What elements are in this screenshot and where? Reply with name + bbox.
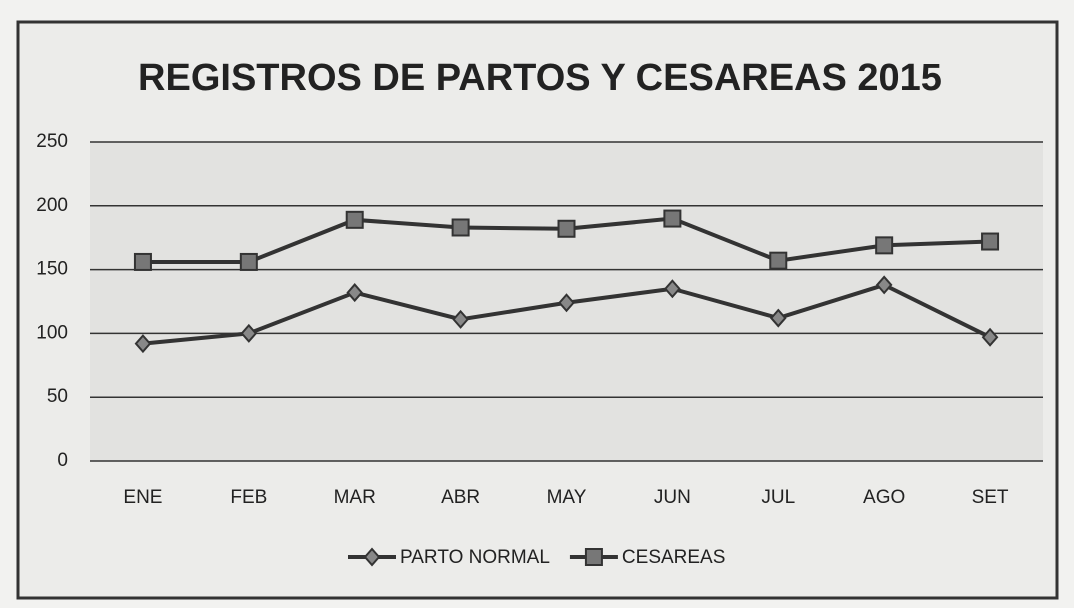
y-tick-label: 50 (47, 386, 68, 407)
marker-diamond (363, 547, 381, 567)
data-point (452, 309, 469, 329)
data-point (769, 308, 787, 328)
data-point (875, 236, 894, 255)
marker-square (584, 548, 603, 566)
data-point (663, 209, 682, 228)
data-point (558, 293, 575, 313)
data-point (981, 327, 999, 347)
data-point (239, 252, 258, 271)
data-point (981, 232, 1000, 251)
x-tick-label: SET (972, 487, 1009, 508)
y-tick-label: 150 (36, 259, 68, 280)
data-point (451, 218, 470, 237)
data-point (557, 219, 576, 238)
data-point (769, 251, 788, 270)
data-point (875, 275, 893, 295)
x-tick-label: MAY (547, 487, 587, 508)
legend-label: CESAREAS (622, 547, 725, 568)
x-tick-label: ABR (441, 487, 480, 508)
x-tick-label: MAR (334, 487, 376, 508)
x-tick-label: AGO (863, 487, 905, 508)
data-point (240, 323, 258, 343)
y-tick-label: 0 (57, 450, 68, 471)
chart-title: REGISTROS DE PARTOS Y CESAREAS 2015 (138, 57, 942, 99)
y-tick-label: 100 (36, 322, 68, 343)
data-point (134, 334, 152, 354)
x-tick-label: FEB (230, 487, 267, 508)
data-point (346, 283, 364, 303)
x-tick-label: JUL (761, 487, 795, 508)
data-point (345, 210, 364, 229)
x-tick-label: ENE (123, 487, 162, 508)
data-point (664, 279, 681, 299)
y-tick-label: 200 (36, 195, 68, 216)
x-tick-label: JUN (654, 487, 691, 508)
y-tick-label: 250 (36, 131, 68, 152)
data-point (133, 252, 152, 271)
legend-label: PARTO NORMAL (400, 547, 550, 568)
